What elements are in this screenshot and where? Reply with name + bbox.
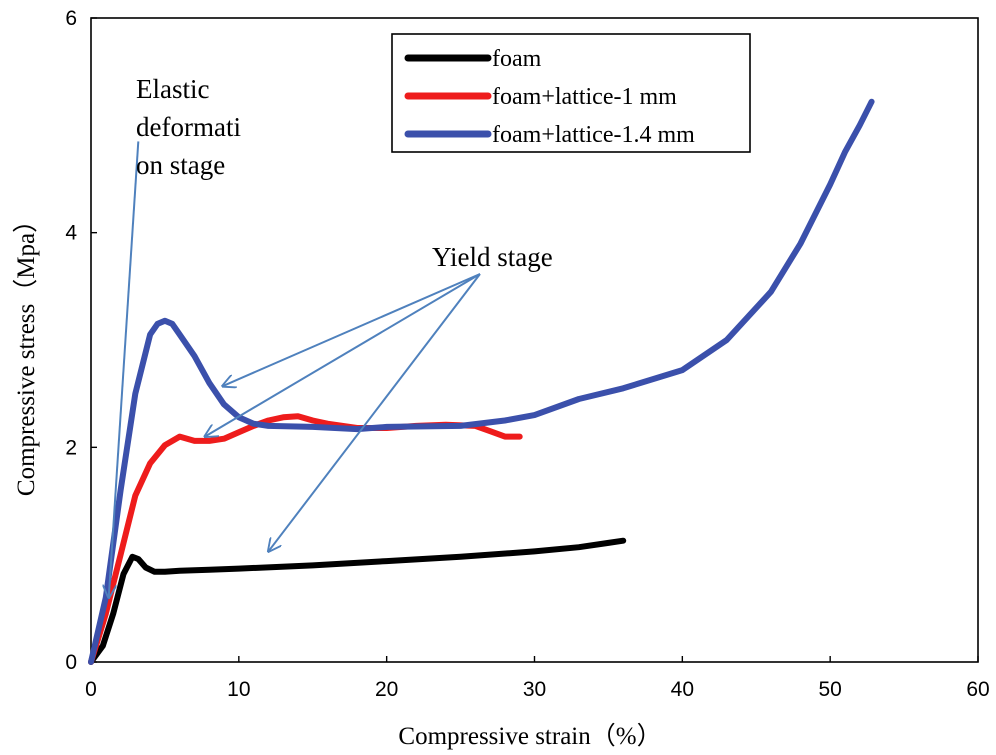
yield-arrow (205, 273, 481, 437)
yield-annotation: Yield stage (432, 242, 553, 272)
legend-label: foam (492, 46, 542, 72)
ticks: 0 10 20 30 40 50 60 0 2 4 6 (65, 7, 989, 701)
yield-arrow (268, 273, 481, 551)
elastic-arrow (109, 141, 140, 597)
series-lines (88, 98, 875, 665)
x-tick-label: 50 (818, 678, 841, 701)
x-tick-label: 20 (375, 678, 398, 701)
series-line-0 (88, 537, 627, 665)
legend: foam foam+lattice-1 mm foam+lattice-1.4 mm (391, 33, 751, 153)
y-tick-label: 6 (65, 7, 77, 30)
series-line-1 (88, 413, 523, 665)
annotations: Elastic deformati on stage Yield stage (109, 74, 553, 598)
y-axis-title: Compressive stress（Mpa） (12, 208, 40, 496)
legend-label: foam+lattice-1.4 mm (492, 122, 695, 148)
x-axis-title: Compressive strain（%） (398, 722, 661, 750)
legend-label: foam+lattice-1 mm (492, 84, 677, 110)
y-tick-label: 0 (65, 651, 77, 674)
elastic-annotation-line: deformati (136, 112, 241, 142)
x-tick-label: 10 (227, 678, 250, 701)
elastic-annotation-line: Elastic (136, 74, 209, 104)
x-tick-label: 60 (966, 678, 989, 701)
x-tick-label: 40 (671, 678, 694, 701)
x-tick-label: 0 (85, 678, 97, 701)
elastic-annotation-line: on stage (136, 150, 225, 180)
x-tick-label: 30 (523, 678, 546, 701)
y-tick-label: 4 (65, 222, 77, 245)
series-line-2 (88, 98, 875, 665)
y-tick-label: 2 (65, 436, 77, 459)
yield-arrow (223, 273, 481, 386)
